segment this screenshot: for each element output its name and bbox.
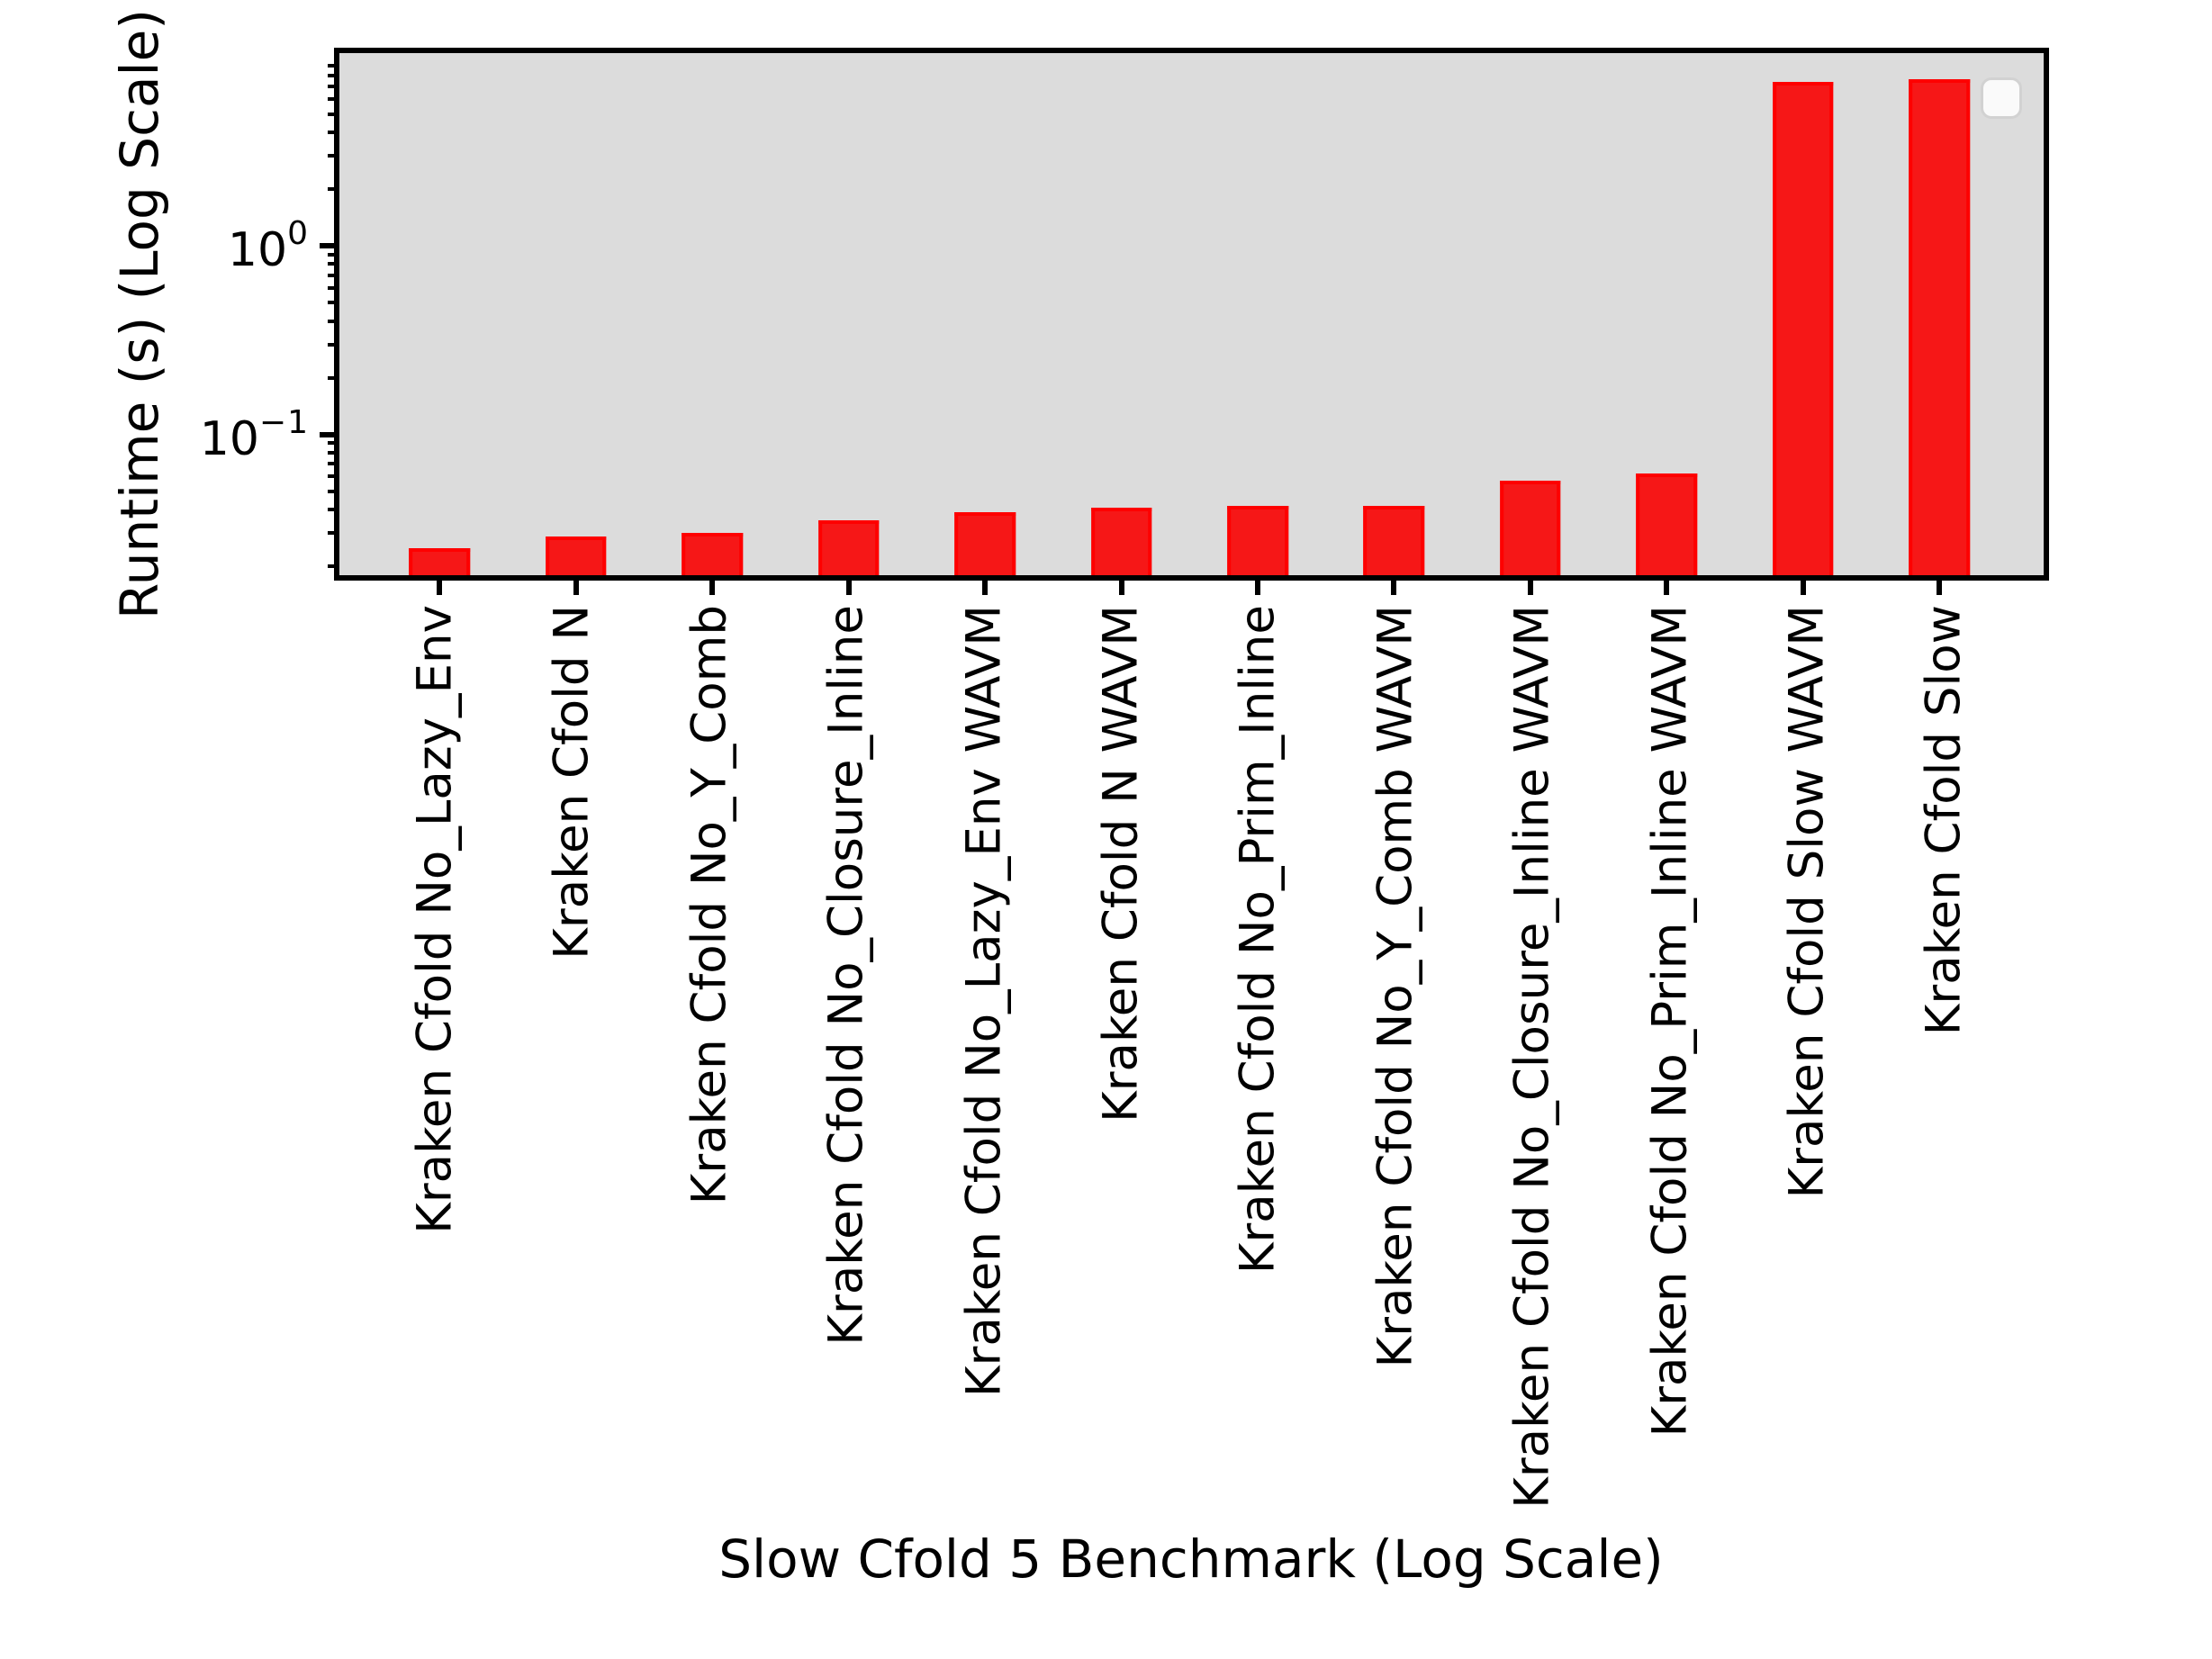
y-minor-tick [328, 474, 339, 479]
y-tick-label-exponent: −1 [258, 403, 309, 441]
bar [817, 520, 880, 575]
y-minor-tick [328, 564, 339, 569]
y-tick-label: 100 [227, 215, 309, 278]
y-minor-tick [328, 462, 339, 466]
bar [682, 533, 743, 575]
y-minor-tick [328, 451, 339, 455]
y-minor-tick [328, 187, 339, 191]
bar [545, 536, 607, 575]
x-tick [573, 575, 579, 595]
x-tick-label-area: Kraken Cfold No_Lazy_Env Kraken Cfold N Kr… [334, 605, 2049, 1514]
y-minor-tick [328, 508, 339, 512]
x-tick [1937, 575, 1943, 595]
x-tick [1118, 575, 1124, 595]
bar [954, 511, 1016, 575]
x-tick-label: Kraken Cfold No_Lazy_Env [407, 605, 463, 1234]
bar [1500, 481, 1561, 575]
y-minor-tick [328, 112, 339, 116]
y-minor-tick [328, 154, 339, 158]
y-minor-tick [328, 342, 339, 347]
x-tick [845, 575, 852, 595]
x-axis-title: Slow Cfold 5 Benchmark (Log Scale) [718, 1528, 1664, 1590]
x-tick-label: Kraken Cfold N [544, 605, 600, 960]
legend-box [1981, 77, 2022, 119]
x-tick-label: Kraken Cfold No_Closure_Inline [818, 605, 874, 1346]
x-tick-label: Kraken Cfold N WAVM [1093, 605, 1149, 1123]
y-minor-tick [328, 285, 339, 290]
y-minor-tick [328, 531, 339, 536]
x-tick-label: Kraken Cfold Slow [1916, 605, 1972, 1036]
x-tick-label: Kraken Cfold Slow WAVM [1779, 605, 1835, 1199]
y-tick-label: 10−1 [199, 403, 309, 466]
y-minor-tick [328, 301, 339, 305]
x-tick [1391, 575, 1397, 595]
y-tick-label-exponent: 0 [287, 215, 309, 253]
y-minor-tick [328, 73, 339, 77]
x-tick [1254, 575, 1260, 595]
y-minor-tick [328, 441, 339, 446]
y-tick-label-base: 10 [199, 411, 259, 466]
x-tick [1664, 575, 1670, 595]
bar [409, 548, 471, 575]
x-tick-label: Kraken Cfold No_Lazy_Env WAVM [956, 605, 1012, 1398]
y-minor-tick [328, 262, 339, 266]
bar [1090, 508, 1152, 575]
y-major-tick [320, 243, 339, 249]
y-minor-tick [328, 96, 339, 101]
x-tick [709, 575, 716, 595]
bar [1772, 81, 1834, 575]
bar [1227, 505, 1288, 575]
x-tick [1800, 575, 1806, 595]
y-minor-tick [328, 84, 339, 88]
y-minor-tick [328, 64, 339, 68]
x-tick [1527, 575, 1533, 595]
y-axis-title: Runtime (s) (Log Scale) [109, 9, 170, 619]
plot-area: 100 10−1 [200, 48, 2049, 595]
x-tick [437, 575, 443, 595]
x-tick [982, 575, 989, 595]
y-tick-label-base: 10 [227, 223, 288, 278]
bar [1363, 505, 1425, 575]
x-tick-label: Kraken Cfold No_Prim_Inline WAVM [1642, 605, 1698, 1438]
y-minor-tick [328, 273, 339, 277]
bar [1636, 473, 1698, 575]
x-tick-label: Kraken Cfold No_Y_Comb [682, 605, 737, 1205]
x-tick-label: Kraken Cfold No_Y_Comb WAVM [1368, 605, 1423, 1368]
y-minor-tick [328, 130, 339, 134]
x-tick-label: Kraken Cfold No_Closure_Inline WAVM [1504, 605, 1560, 1509]
x-tick-label: Kraken Cfold No_Prim_Inline [1230, 605, 1286, 1275]
y-minor-tick [328, 252, 339, 257]
y-major-tick [320, 431, 339, 437]
y-minor-tick [328, 319, 339, 323]
y-minor-tick [328, 489, 339, 493]
y-minor-tick [328, 375, 339, 380]
bar [1909, 79, 1970, 575]
